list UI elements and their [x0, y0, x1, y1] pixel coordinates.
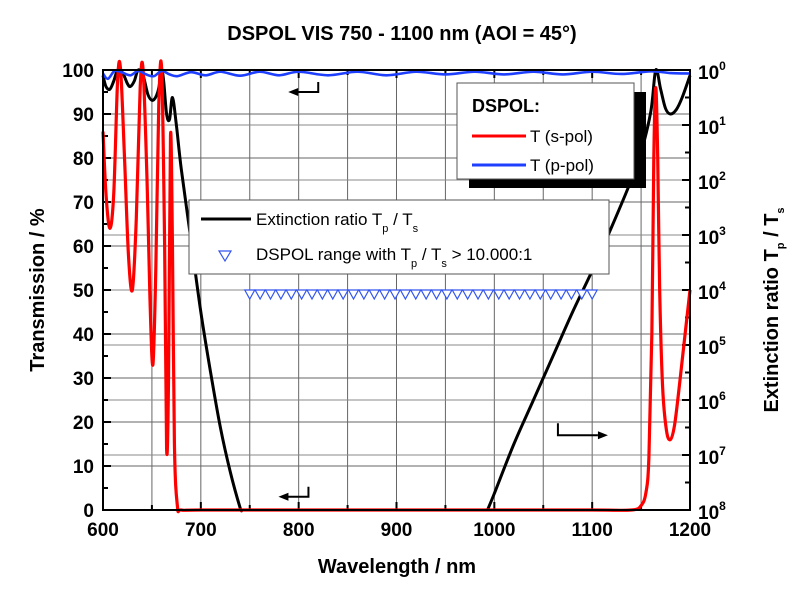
- y2-tick-label: 107: [698, 444, 726, 469]
- plot-frame: [102, 69, 691, 511]
- y-tick-label: 20: [73, 413, 94, 434]
- axis-arrow-left: [278, 486, 310, 501]
- range-marker: [388, 289, 402, 301]
- y2-label-sub1: p: [775, 242, 787, 249]
- arrow-head-left-icon: [278, 492, 289, 501]
- y2-tick-label: 101: [698, 114, 726, 139]
- range-marker: [264, 289, 277, 301]
- range-marker: [440, 289, 453, 301]
- arrow-shaft: [556, 423, 598, 437]
- y-tick-labels: 0 10 20 30 40 50 60 70 80 90 100: [62, 61, 94, 522]
- range-marker: [461, 289, 474, 301]
- x-tick-labels: 600 700 800 900 1000 1100 1200: [87, 520, 711, 541]
- range-marker: [513, 289, 526, 301]
- svg-text:Extinction ratio Tp / Ts: Extinction ratio Tp / Ts: [761, 207, 787, 412]
- y2-tick-label: 108: [698, 499, 726, 524]
- y2-tick-labels: 100 101 102 103 104 105 106 107 108: [698, 59, 726, 524]
- arrow-shaft: [286, 486, 310, 498]
- range-marker: [586, 289, 599, 301]
- y-tick-label: 50: [73, 281, 94, 302]
- y-tick-label: 10: [73, 457, 94, 478]
- x-tick-label: 1100: [572, 520, 613, 541]
- range-marker: [316, 289, 329, 301]
- range-marker: [326, 289, 339, 301]
- legend-box: [456, 82, 635, 180]
- y-tick-label: 100: [62, 61, 94, 82]
- arrow-head-right-icon: [597, 431, 608, 440]
- range-marker: [555, 289, 568, 301]
- y-tick-label: 60: [73, 237, 94, 258]
- range-marker: [451, 289, 464, 301]
- range-marker: [409, 289, 422, 301]
- range-marker: [565, 289, 578, 301]
- range-marker: [534, 289, 547, 301]
- legend-box-2: [188, 199, 610, 275]
- x-tick-label: 900: [381, 520, 413, 541]
- axis-arrow-right: [556, 423, 608, 440]
- range-marker: [254, 289, 267, 301]
- range-marker: [503, 289, 516, 301]
- y2-tick-label: 102: [698, 169, 726, 194]
- range-marker: [575, 289, 588, 301]
- chart-title: DSPOL VIS 750 - 1100 nm (AOI = 45°): [227, 23, 576, 45]
- range-marker: [420, 289, 433, 301]
- range-marker: [544, 289, 557, 301]
- y2-label-main: Extinction ratio T: [761, 249, 783, 412]
- range-markers: [243, 289, 599, 301]
- legend-label-range: DSPOL range with Tp / Ts > 10.000:1: [256, 245, 532, 270]
- y-axis-label: Transmission / %: [27, 208, 49, 372]
- x-tick-label: 800: [283, 520, 315, 541]
- legend-marker-range: [217, 250, 233, 263]
- legend-polarization: DSPOL: T (s-pol) T (p-pol): [456, 82, 646, 188]
- y2-tick-label: 100: [698, 59, 726, 84]
- y-tick-label: 80: [73, 149, 94, 170]
- y2-tick-label: 103: [698, 224, 726, 249]
- y-tick-label: 40: [73, 325, 94, 346]
- y2-tick-label: 105: [698, 334, 726, 359]
- range-marker: [295, 289, 308, 301]
- range-marker: [399, 289, 412, 301]
- y2-label-mid: / T: [761, 214, 783, 243]
- range-marker: [492, 289, 505, 301]
- annotations: [278, 82, 608, 501]
- range-marker: [243, 289, 256, 301]
- axis-arrow-left: [288, 82, 320, 96]
- range-marker: [337, 289, 350, 301]
- x-tick-label: 600: [87, 520, 119, 541]
- y2-label-sub2: s: [775, 207, 787, 213]
- y2-axis-label: Extinction ratio Tp / Ts: [761, 207, 787, 412]
- range-marker: [472, 289, 485, 301]
- y-tick-label: 70: [73, 193, 94, 214]
- y2-tick-label: 106: [698, 389, 726, 414]
- y-tick-label: 90: [73, 105, 94, 126]
- series-s-pol: [101, 59, 692, 514]
- x-axis-label: Wavelength / nm: [318, 556, 476, 578]
- axis-ticks: [102, 69, 691, 511]
- arrow-head-left-icon: [288, 88, 299, 96]
- legend-label-p-pol: T (p-pol): [530, 156, 594, 175]
- x-tick-label: 1200: [669, 520, 711, 541]
- range-marker: [378, 289, 391, 301]
- legend-label-extinction: Extinction ratio Tp / Ts: [256, 210, 419, 235]
- range-marker: [305, 289, 319, 301]
- y2-tick-label: 104: [698, 279, 726, 304]
- legend-extinction: Extinction ratio Tp / Ts DSPOL range wit…: [188, 199, 610, 275]
- x-tick-label: 1000: [473, 520, 515, 541]
- range-marker: [274, 289, 287, 301]
- y-tick-label: 30: [73, 369, 94, 390]
- range-marker: [285, 289, 298, 301]
- legend-title: DSPOL:: [472, 96, 540, 116]
- range-marker: [523, 289, 536, 301]
- arrow-shaft: [296, 82, 320, 93]
- range-marker: [357, 289, 370, 301]
- range-marker: [347, 289, 360, 301]
- y-tick-label: 0: [83, 501, 94, 522]
- range-marker: [430, 289, 443, 301]
- x-tick-label: 700: [185, 520, 217, 541]
- range-marker: [482, 289, 495, 301]
- legend-label-s-pol: T (s-pol): [530, 127, 593, 146]
- range-marker: [368, 289, 381, 301]
